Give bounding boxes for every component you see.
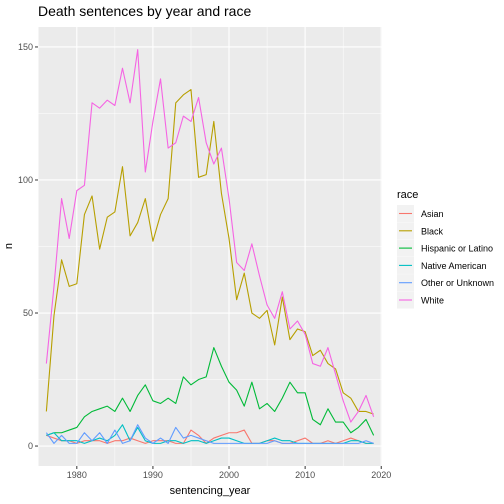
legend-label-asian: Asian [421, 209, 444, 219]
legend-label-native-american: Native American [421, 261, 487, 271]
grid-minor [38, 27, 382, 466]
series-line-other-or-unknown [45, 424, 374, 444]
x-tick-label: 1980 [67, 470, 87, 480]
series-line-black [45, 88, 374, 415]
legend-label-white: White [421, 296, 444, 306]
x-tick-label: 1990 [143, 470, 163, 480]
y-tick-label: 0 [28, 441, 33, 451]
series-line-hispanic-or-latino [46, 347, 375, 436]
y-tick-label: 100 [18, 175, 33, 185]
x-tick-label: 2010 [295, 470, 315, 480]
legend-label-black: Black [421, 226, 444, 236]
chart-title: Death sentences by year and race [38, 3, 251, 19]
legend-label-other-or-unknown: Other or Unknown [421, 278, 494, 288]
axis-ticks [35, 46, 382, 469]
legend-label-hispanic-or-latino: Hispanic or Latino [421, 244, 493, 254]
series-line-white [45, 49, 375, 423]
legend-title: race [397, 189, 418, 201]
grid-major [38, 27, 382, 466]
legend: race Asian Black Hispanic or Latino Native … [397, 189, 494, 309]
legend-items: Asian Black Hispanic or Latino Native Ameri… [397, 205, 494, 309]
y-axis-title: n [3, 243, 15, 249]
tick-labels: 1980 1990 2000 2010 2020 0 50 100 150 [18, 42, 391, 480]
x-tick-label: 2020 [371, 470, 391, 480]
x-tick-label: 2000 [219, 470, 239, 480]
y-tick-label: 150 [18, 42, 33, 52]
x-axis-title: sentencing_year [170, 485, 251, 497]
y-tick-label: 50 [23, 308, 33, 318]
series-lines [45, 49, 375, 444]
